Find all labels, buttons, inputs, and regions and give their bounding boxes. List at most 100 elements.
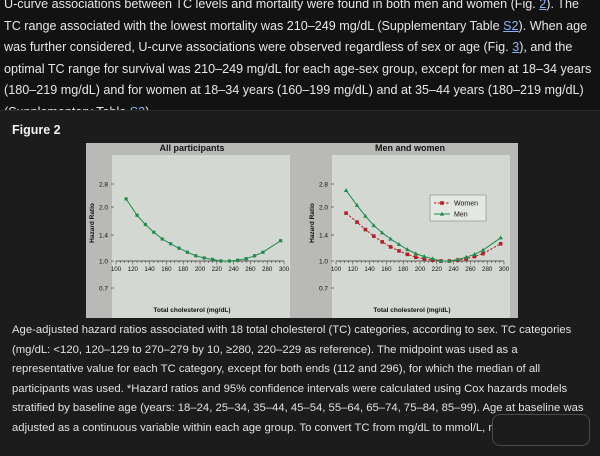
- data-point: [480, 247, 486, 252]
- data-point: [380, 230, 385, 235]
- data-point: [414, 255, 418, 260]
- x-tick-label: 120: [128, 266, 139, 273]
- data-point: [211, 257, 215, 262]
- y-tick-label: 2.8: [99, 182, 108, 189]
- x-tick-label: 200: [195, 266, 206, 273]
- series-line: [345, 190, 501, 262]
- data-point: [372, 234, 376, 238]
- x-tick-label: 300: [499, 266, 510, 273]
- chart-title: All participants: [159, 143, 224, 153]
- x-tick-label: 180: [178, 266, 189, 273]
- floating-button[interactable]: [492, 414, 590, 446]
- text-segment: U-curve associations between TC levels a…: [4, 0, 540, 11]
- data-point: [405, 247, 410, 252]
- text-segment: ). When age was further considered, U-cu…: [4, 18, 588, 55]
- data-point: [430, 256, 435, 261]
- plot-background: [112, 155, 290, 323]
- y-tick-label: 1.4: [319, 233, 328, 240]
- data-point: [143, 222, 147, 227]
- y-tick-label: 0.7: [319, 286, 328, 293]
- data-point: [219, 259, 223, 263]
- data-point: [363, 213, 368, 218]
- data-point: [355, 220, 359, 224]
- data-point: [498, 241, 503, 246]
- figure-3-link[interactable]: 3: [512, 40, 520, 55]
- x-tick-label: 240: [228, 266, 239, 273]
- x-tick-label: 160: [161, 266, 172, 273]
- data-point: [227, 259, 231, 263]
- chart-panel-1: All participants 2.8 2.0 1.4 1.0 0.7 Hazard Ra…: [89, 143, 290, 323]
- data-point: [160, 237, 164, 241]
- legend-label: Men: [454, 212, 468, 219]
- data-point: [202, 256, 206, 260]
- x-axis-label: Total cholesterol (mg/dL): [373, 307, 450, 314]
- data-point: [169, 242, 173, 246]
- data-point: [124, 197, 128, 201]
- y-tick-label: 1.0: [99, 259, 108, 266]
- legend-marker: [440, 201, 444, 205]
- y-tick-label: 1.0: [319, 259, 328, 266]
- data-point: [481, 251, 485, 256]
- x-tick-label: 140: [144, 266, 155, 273]
- data-point: [422, 256, 426, 261]
- chart-panel-2: Men and women 2.8 2.0 1.4 1.0 0.7 Hazard Ratio…: [309, 143, 510, 323]
- data-point: [447, 258, 452, 263]
- data-point: [344, 211, 348, 215]
- x-tick-label: 240: [448, 266, 459, 273]
- data-point: [438, 258, 444, 263]
- x-tick-label: 220: [432, 266, 443, 273]
- data-point: [413, 251, 418, 256]
- plot-background: [332, 155, 510, 323]
- y-axis-label: Hazard Ratio: [309, 203, 316, 243]
- data-point: [472, 251, 477, 256]
- x-axis-label: Total cholesterol (mg/dL): [153, 307, 230, 314]
- chart-title: Men and women: [375, 143, 445, 153]
- data-point: [371, 223, 376, 228]
- x-tick-label: 220: [212, 266, 223, 273]
- table-s2-link[interactable]: S2: [503, 18, 519, 33]
- data-point: [279, 239, 283, 243]
- legend-label: Women: [454, 201, 478, 208]
- x-tick-label: 160: [381, 266, 392, 273]
- x-tick-label: 180: [398, 266, 409, 273]
- data-point: [363, 227, 368, 232]
- text-segment: ). The TC range associated with the lowe…: [4, 0, 579, 33]
- figure-2-link[interactable]: 2: [539, 0, 547, 11]
- y-tick-label: 2.0: [99, 205, 108, 212]
- legend-box: [429, 194, 487, 222]
- data-point: [261, 250, 265, 254]
- data-point: [343, 187, 349, 192]
- data-point: [135, 213, 139, 217]
- legend: Women Men: [429, 194, 487, 222]
- x-tick-label: 260: [465, 266, 476, 273]
- data-point: [397, 249, 401, 253]
- article-paragraph: U-curve associations between TC levels a…: [4, 0, 596, 124]
- data-point: [253, 254, 257, 258]
- data-point: [464, 254, 469, 259]
- y-tick-label: 1.4: [99, 233, 108, 240]
- x-tick-label: 100: [111, 266, 122, 273]
- data-point: [498, 235, 503, 240]
- x-tick-label: 200: [415, 266, 426, 273]
- x-tick-label: 120: [348, 266, 359, 273]
- y-axis-label: Hazard Ratio: [89, 203, 96, 243]
- data-point: [405, 252, 410, 257]
- data-point: [177, 246, 181, 250]
- figure-title: Figure 2: [12, 123, 61, 137]
- data-point: [236, 258, 240, 262]
- data-point: [422, 254, 427, 259]
- y-tick-label: 2.0: [319, 205, 328, 212]
- data-point: [152, 230, 156, 234]
- figure-image[interactable]: All participants 2.8 2.0 1.4 1.0 0.7 Hazard Ra…: [86, 143, 518, 323]
- x-tick-label: 300: [279, 266, 290, 273]
- y-tick-label: 2.8: [319, 182, 328, 189]
- data-point: [194, 254, 198, 258]
- x-tick-label: 280: [262, 266, 273, 273]
- figure-card: Figure 2 All participants 2.8 2.0 1.4 1.0 0.7…: [0, 110, 600, 456]
- x-tick-label: 100: [331, 266, 342, 273]
- figure-caption: Age-adjusted hazard ratios associated wi…: [12, 324, 589, 434]
- x-tick-label: 140: [364, 266, 375, 273]
- data-point: [455, 257, 460, 262]
- data-point: [388, 236, 393, 241]
- y-tick-label: 0.7: [99, 286, 108, 293]
